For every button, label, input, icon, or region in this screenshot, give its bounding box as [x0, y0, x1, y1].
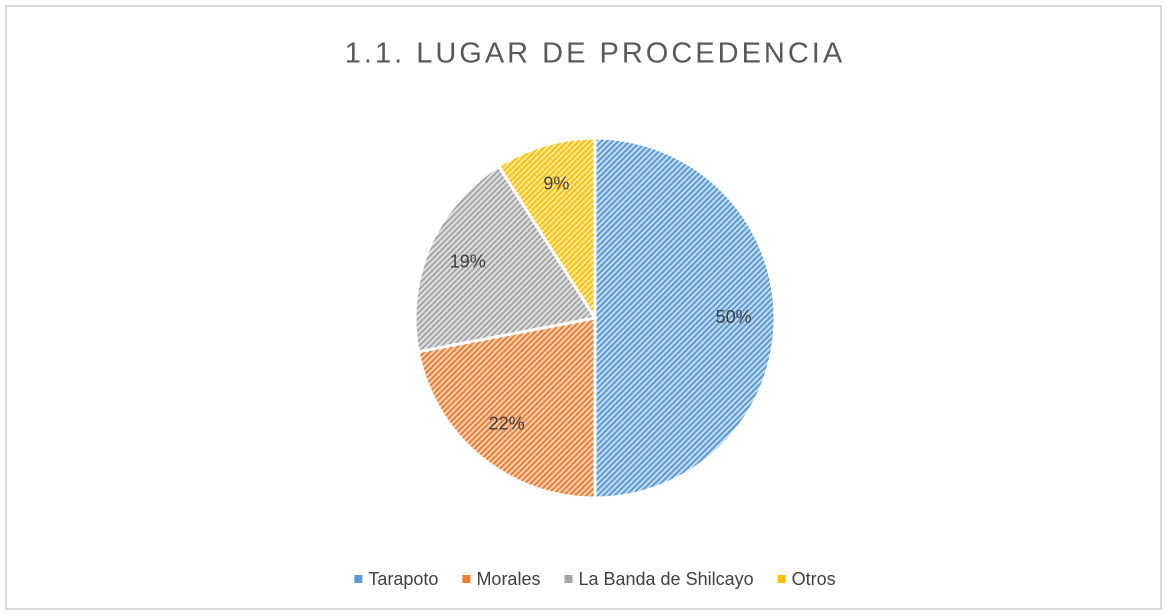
- legend-label: Morales: [476, 569, 540, 589]
- data-label: 22%: [489, 414, 525, 434]
- legend-label: La Banda de Shilcayo: [578, 569, 753, 589]
- pie-slice: [416, 316, 597, 500]
- pie-slice: [593, 136, 777, 500]
- data-label: 9%: [543, 174, 569, 194]
- data-label: 19%: [450, 252, 486, 272]
- legend-swatch: [354, 575, 363, 583]
- pie-slice: [496, 136, 597, 324]
- legend-swatch: [777, 575, 786, 583]
- legend: Tarapoto Morales La Banda de Shilcayo Otros: [354, 569, 836, 589]
- chart-title: 1.1. LUGAR DE PROCEDENCIA: [345, 38, 845, 70]
- data-label: 50%: [716, 307, 752, 327]
- legend-label: Otros: [792, 569, 836, 589]
- legend-swatch: [564, 575, 573, 583]
- pie-slice: [413, 163, 598, 354]
- legend-label: Tarapoto: [368, 569, 438, 589]
- legend-swatch: [462, 575, 471, 583]
